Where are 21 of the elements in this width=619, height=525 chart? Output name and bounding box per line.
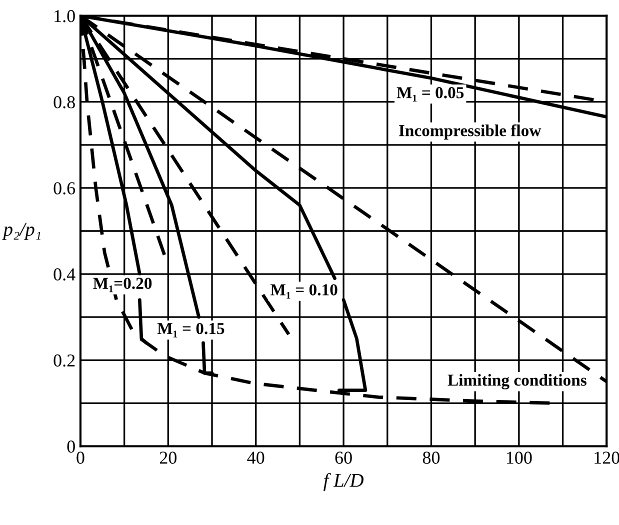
y-tick-label: 0.8 (54, 96, 75, 108)
y-tick-label: 0 (67, 440, 75, 453)
x-axis-title: f L/D (324, 473, 364, 491)
x-tick-label: 60 (335, 452, 352, 464)
annotation: M₁=0.20 (93, 278, 152, 292)
x-tick-label: 20 (160, 452, 176, 464)
y-tick-label: 0.4 (54, 268, 76, 281)
y-axis-title: p₂/p₁ (2, 222, 40, 240)
y-tick-label: 0.2 (54, 354, 75, 367)
y-tick-label: 0.6 (54, 182, 76, 194)
annotation: M₁ = 0.15 (157, 322, 224, 338)
x-tick-label: 80 (422, 452, 440, 464)
annotation: Incompressible flow (399, 124, 542, 140)
x-tick-label: 0 (76, 452, 84, 464)
x-tick-label: 100 (506, 452, 532, 464)
x-tick-label: 120 (594, 452, 619, 464)
x-tick-label: 40 (247, 452, 264, 464)
y-tick-label: 1.0 (54, 10, 75, 22)
annotation: M₁ = 0.05 (396, 87, 464, 102)
annotation: M₁ = 0.10 (270, 284, 338, 299)
annotation: Limiting conditions (448, 374, 586, 390)
